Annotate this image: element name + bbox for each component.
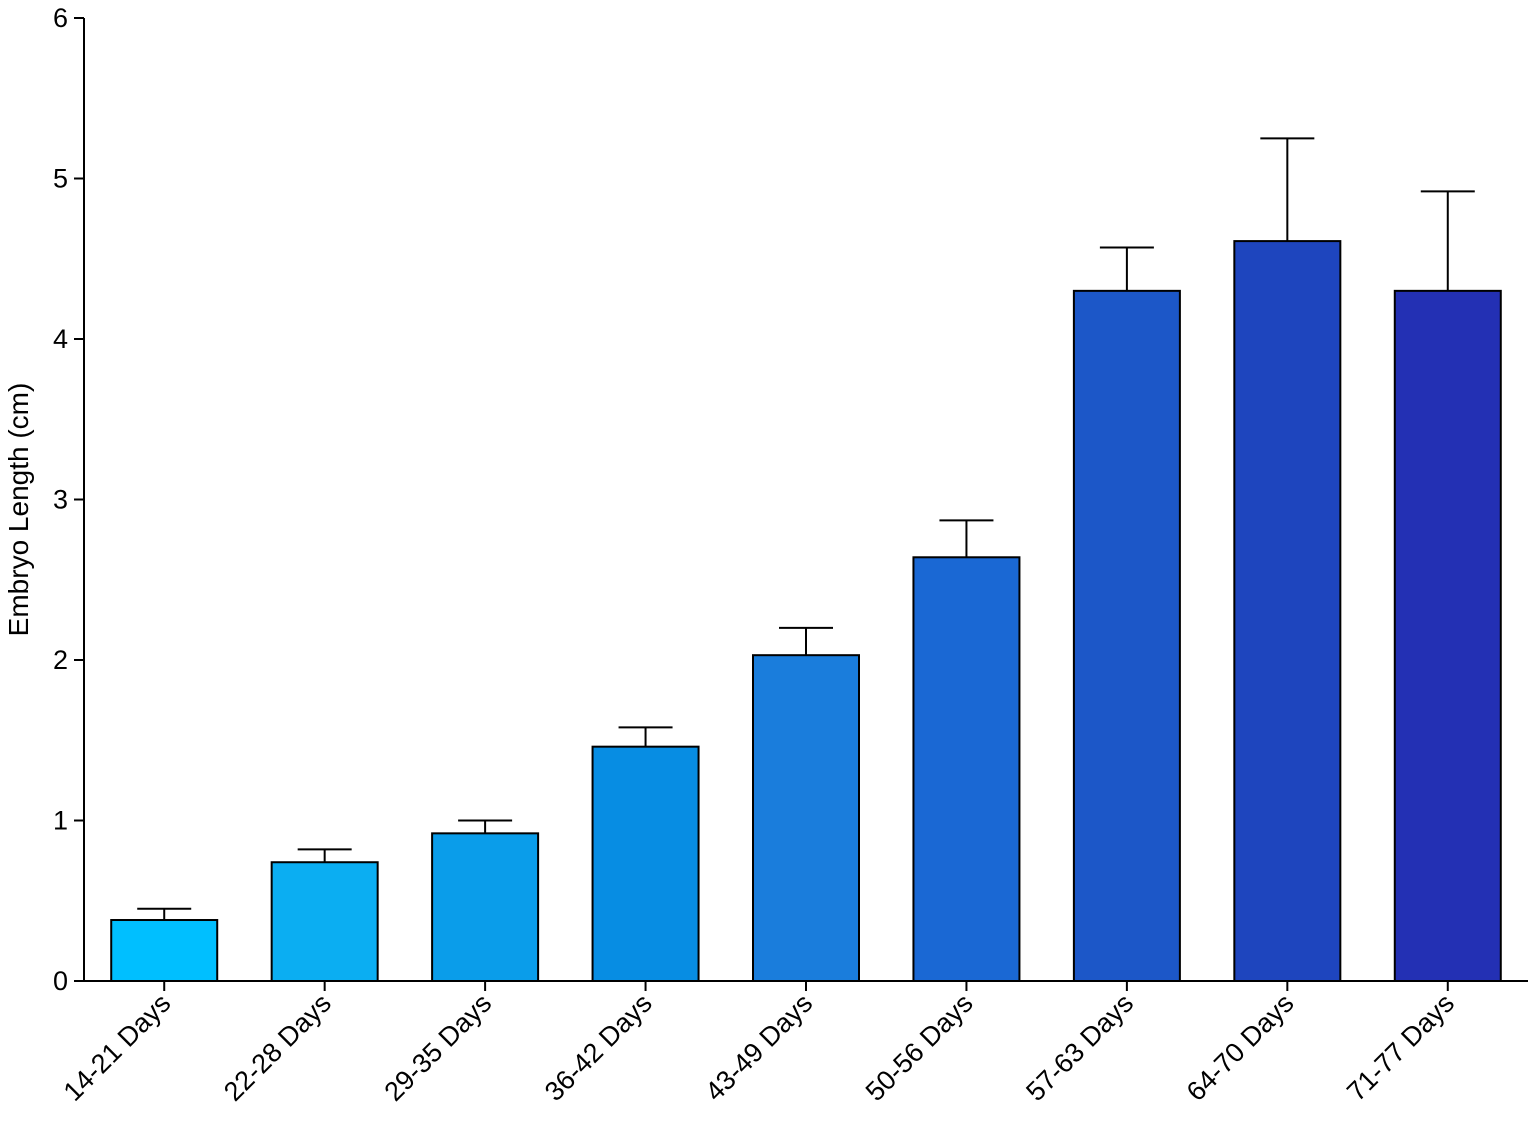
bar	[1072, 289, 1181, 983]
x-tick-label: 71-77 Days	[1341, 988, 1460, 1107]
y-axis-label: Embryo Length (cm)	[3, 383, 34, 637]
bar	[1393, 289, 1502, 983]
x-tick-label: 22-28 Days	[218, 988, 337, 1107]
error-bars	[137, 137, 1475, 921]
x-axis-ticks: 14-21 Days 22-28 Days 29-35 Days 36-42 Days…	[58, 981, 1460, 1107]
bar	[110, 919, 219, 983]
y-tick-label: 3	[53, 485, 68, 515]
y-axis-ticks: 0 1 2 3 4 5 6	[53, 3, 84, 996]
x-tick-label: 14-21 Days	[58, 988, 177, 1107]
bar	[270, 861, 379, 982]
y-tick-label: 2	[53, 645, 68, 675]
x-tick-label: 36-42 Days	[539, 988, 658, 1107]
bar	[591, 745, 700, 982]
bar	[752, 654, 860, 982]
x-tick-label: 43-49 Days	[699, 988, 818, 1107]
x-tick-label: 64-70 Days	[1181, 988, 1300, 1107]
x-tick-label: 29-35 Days	[379, 988, 498, 1107]
y-tick-label: 4	[53, 324, 68, 354]
bar	[1233, 240, 1342, 983]
bars	[110, 240, 1502, 983]
x-tick-label: 50-56 Days	[860, 988, 979, 1107]
x-tick-label: 57-63 Days	[1020, 988, 1139, 1107]
y-tick-label: 0	[53, 966, 68, 996]
bar	[431, 832, 540, 983]
y-tick-label: 6	[53, 3, 68, 33]
bar	[912, 556, 1021, 983]
y-tick-label: 1	[53, 806, 68, 836]
y-tick-label: 5	[53, 164, 68, 194]
